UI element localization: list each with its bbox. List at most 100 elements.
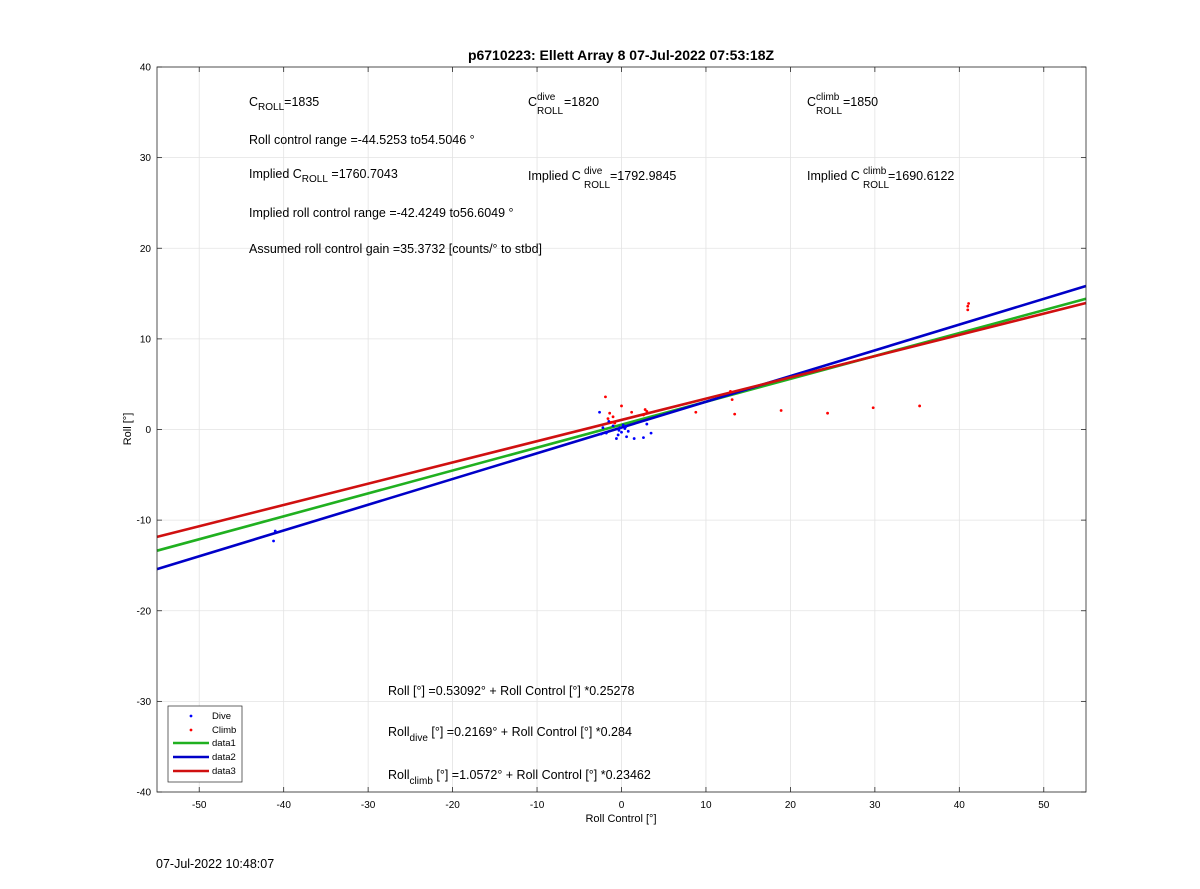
annotation-fit-all: Roll [°] =0.53092° + Roll Control [°] *0… bbox=[388, 684, 634, 698]
point-climb bbox=[630, 410, 634, 414]
svg-text:=1690.6122: =1690.6122 bbox=[888, 169, 954, 183]
x-tick-label: -20 bbox=[445, 800, 460, 811]
point-dive bbox=[611, 424, 615, 428]
x-axis-label: Roll Control [°] bbox=[585, 813, 656, 825]
annotation-implied-c-roll: Implied CROLL =1760.7043 bbox=[249, 167, 398, 185]
point-dive bbox=[618, 426, 622, 430]
print-timestamp: 07-Jul-2022 10:48:07 bbox=[156, 857, 275, 871]
point-dive bbox=[649, 431, 653, 435]
annotations: CROLL=1835 C dive ROLL =1820 C climb ROL… bbox=[249, 92, 954, 787]
legend: Dive Climb data1 data2 data3 bbox=[167, 705, 243, 783]
point-dive bbox=[598, 410, 601, 414]
x-tick-label: -30 bbox=[361, 800, 376, 811]
y-tick-label: 20 bbox=[140, 244, 152, 255]
point-climb bbox=[729, 390, 732, 393]
point-climb bbox=[613, 421, 617, 425]
annotation-roll-range: Roll control range =-44.5253 to54.5046 ° bbox=[249, 133, 475, 147]
svg-text:=1792.9845: =1792.9845 bbox=[610, 169, 676, 183]
y-tick-label: -40 bbox=[137, 788, 152, 799]
x-tick-label: 10 bbox=[700, 800, 712, 811]
point-dive bbox=[617, 429, 621, 432]
x-ticks: -50 -40 -30 -20 -10 0 10 20 30 40 50 bbox=[192, 67, 1050, 811]
y-tick-label: -10 bbox=[137, 516, 152, 527]
x-tick-label: 0 bbox=[619, 800, 625, 811]
legend-marker-climb bbox=[189, 728, 193, 732]
point-dive bbox=[621, 423, 625, 427]
point-climb bbox=[609, 420, 613, 424]
legend-label-data1: data1 bbox=[212, 738, 236, 749]
point-climb bbox=[826, 411, 829, 415]
point-dive bbox=[645, 422, 649, 426]
point-climb bbox=[779, 409, 783, 412]
legend-label-climb: Climb bbox=[212, 725, 236, 736]
y-tick-label: -30 bbox=[137, 697, 152, 708]
legend-label-dive: Dive bbox=[212, 711, 231, 722]
fit-line-data2 bbox=[156, 284, 1087, 571]
point-dive bbox=[632, 437, 636, 440]
fit-lines bbox=[156, 284, 1087, 571]
point-climb bbox=[871, 406, 875, 410]
svg-text:ROLL: ROLL bbox=[863, 180, 890, 191]
point-climb bbox=[730, 398, 734, 401]
data-points bbox=[272, 302, 971, 543]
svg-text:ROLL: ROLL bbox=[816, 106, 843, 117]
plot-frame bbox=[156, 66, 1087, 793]
svg-text:=1850: =1850 bbox=[843, 95, 878, 109]
point-climb bbox=[611, 415, 615, 419]
annotation-implied-c-roll-dive: Implied C dive ROLL =1792.9845 bbox=[528, 166, 676, 191]
point-climb bbox=[967, 302, 971, 305]
annotation-gain: Assumed roll control gain =35.3732 [coun… bbox=[249, 242, 542, 256]
svg-text:climb: climb bbox=[863, 166, 887, 177]
svg-text:C: C bbox=[807, 95, 816, 109]
legend-label-data3: data3 bbox=[212, 766, 236, 777]
y-tick-label: -20 bbox=[137, 606, 152, 617]
annotation-c-roll-climb: C climb ROLL =1850 bbox=[807, 92, 878, 117]
point-climb bbox=[645, 409, 649, 413]
svg-text:dive: dive bbox=[537, 92, 556, 103]
point-climb bbox=[918, 404, 922, 408]
point-climb bbox=[966, 304, 970, 308]
svg-text:Implied C: Implied C bbox=[807, 169, 860, 183]
point-climb bbox=[642, 413, 645, 417]
x-tick-label: 50 bbox=[1038, 800, 1050, 811]
svg-text:dive: dive bbox=[584, 166, 603, 177]
legend-label-data2: data2 bbox=[212, 752, 236, 763]
annotation-c-roll: CROLL=1835 bbox=[249, 95, 319, 113]
point-dive bbox=[272, 539, 275, 543]
x-tick-label: -10 bbox=[530, 800, 545, 811]
point-dive bbox=[273, 529, 277, 533]
y-ticks: -40 -30 -20 -10 0 10 20 30 40 bbox=[137, 63, 1086, 799]
y-axis-label: Roll [°] bbox=[122, 413, 134, 446]
point-climb bbox=[694, 410, 698, 414]
svg-text:ROLL: ROLL bbox=[584, 180, 611, 191]
point-dive bbox=[604, 431, 608, 435]
point-dive bbox=[642, 436, 645, 440]
point-climb bbox=[643, 408, 647, 411]
point-dive bbox=[620, 430, 623, 434]
y-tick-label: 40 bbox=[140, 63, 152, 74]
point-dive bbox=[626, 429, 630, 433]
point-climb bbox=[608, 411, 612, 415]
y-tick-label: 30 bbox=[140, 153, 152, 164]
fit-line-data3 bbox=[156, 301, 1087, 539]
chart-title: p6710223: Ellett Array 8 07-Jul-2022 07:… bbox=[468, 47, 775, 63]
point-climb bbox=[620, 404, 623, 408]
point-dive bbox=[599, 432, 603, 436]
point-climb bbox=[966, 308, 970, 312]
x-tick-label: 30 bbox=[869, 800, 881, 811]
point-dive bbox=[607, 419, 611, 423]
point-dive bbox=[625, 435, 628, 439]
svg-text:climb: climb bbox=[816, 92, 840, 103]
svg-text:ROLL: ROLL bbox=[537, 106, 564, 117]
point-dive bbox=[616, 433, 620, 437]
x-tick-label: -50 bbox=[192, 800, 207, 811]
annotation-implied-c-roll-climb: Implied C climb ROLL =1690.6122 bbox=[807, 166, 954, 191]
point-dive bbox=[624, 425, 628, 429]
point-climb bbox=[606, 417, 610, 421]
svg-text:=1820: =1820 bbox=[564, 95, 599, 109]
legend-marker-dive bbox=[189, 714, 193, 718]
y-tick-label: 10 bbox=[140, 334, 152, 345]
svg-text:Implied C: Implied C bbox=[528, 169, 581, 183]
point-dive bbox=[615, 437, 618, 440]
